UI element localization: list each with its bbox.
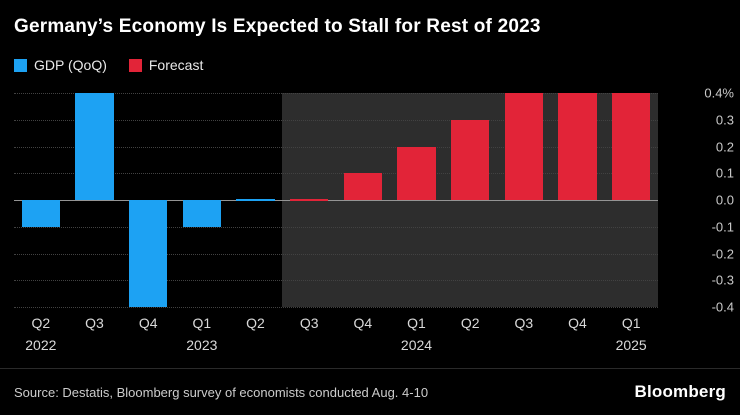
gridline: [14, 173, 658, 175]
x-tick-label: Q3: [299, 315, 319, 331]
x-tick-label: Q4: [568, 315, 587, 331]
y-tick-label: -0.4: [711, 299, 734, 315]
bloomberg-logo: Bloomberg: [634, 382, 726, 401]
gridline: [14, 146, 658, 148]
gdp-bar: [128, 200, 168, 307]
legend-item-gdp: GDP (QoQ): [14, 57, 107, 73]
forecast-bar: [343, 173, 383, 200]
legend-item-forecast: Forecast: [128, 57, 204, 73]
gdp-bar: [21, 200, 61, 227]
gridline: [14, 119, 658, 121]
forecast-swatch-icon: [128, 58, 142, 72]
x-tick-label: Q3: [85, 315, 104, 331]
gridline: [14, 253, 658, 255]
gdp-bar: [182, 200, 222, 227]
chart-footer: Source: Destatis, Bloomberg survey of ec…: [0, 368, 740, 415]
x-tick-label: Q1: [621, 315, 641, 331]
y-tick-label: -0.1: [711, 219, 734, 235]
x-year-label: 2025: [615, 337, 647, 353]
source-text: Source: Destatis, Bloomberg survey of ec…: [14, 384, 429, 400]
x-tick-label: Q2: [246, 315, 265, 331]
y-tick-label: -0.2: [711, 246, 734, 261]
forecast-bar: [558, 93, 597, 200]
gridline: [14, 93, 658, 94]
x-tick-label: Q2: [460, 315, 480, 331]
forecast-bar: [289, 199, 329, 201]
chart-legend: GDP (QoQ) Forecast: [14, 57, 203, 73]
x-axis: Q2 Q3 Q4 Q1 Q2 Q3 Q4 Q1 Q2 Q3 Q4 Q1 2022 2023 2024 2025: [14, 313, 658, 359]
x-tick-label: Q4: [353, 315, 373, 331]
gridline: [14, 307, 658, 308]
gdp-bar: [75, 93, 114, 200]
y-tick-label: -0.3: [711, 272, 734, 288]
y-tick-label: 0.3: [715, 112, 734, 128]
forecast-bar: [504, 93, 544, 200]
y-tick-label: 0.1: [715, 165, 734, 181]
x-year-label: 2023: [186, 337, 218, 353]
y-tick-label: 0.2: [715, 139, 734, 154]
zero-line: [14, 200, 658, 201]
forecast-bar: [611, 93, 651, 200]
x-year-label: 2022: [25, 337, 57, 353]
y-axis: 0.4% 0.3 0.2 0.1 0.0 -0.1 -0.2 -0.3 -0.4: [660, 86, 736, 315]
gridline: [14, 226, 658, 228]
legend-label-gdp: GDP (QoQ): [34, 57, 107, 73]
forecast-bar: [450, 119, 490, 200]
gridline: [14, 280, 658, 282]
x-tick-label: Q1: [407, 315, 426, 331]
plot-area: [14, 93, 658, 308]
x-tick-label: Q4: [138, 315, 158, 331]
x-tick-label: Q2: [31, 315, 51, 331]
x-tick-label: Q3: [514, 315, 534, 331]
legend-label-forecast: Forecast: [148, 57, 204, 73]
chart-title: Germany’s Economy Is Expected to Stall f…: [14, 16, 541, 37]
y-tick-label: 0.4%: [704, 85, 734, 101]
y-tick-label: 0.0: [715, 192, 734, 208]
x-year-label: 2024: [400, 337, 433, 353]
forecast-bar: [397, 146, 436, 200]
gdp-swatch-icon: [14, 58, 27, 72]
x-tick-label: Q1: [192, 315, 212, 331]
gdp-bar: [236, 199, 275, 201]
